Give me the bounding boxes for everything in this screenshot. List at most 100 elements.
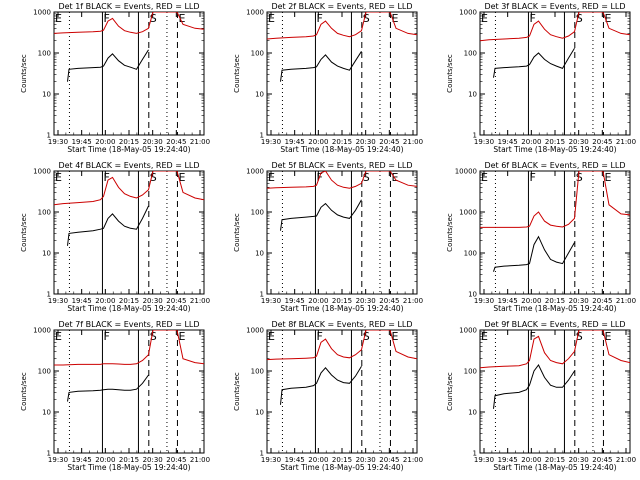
y-tick-label: 100 — [464, 250, 477, 258]
x-tick-label: 21:00 — [190, 456, 210, 464]
y-tick-label: 10 — [255, 409, 264, 417]
time-marker-label: E — [391, 12, 398, 25]
x-tick-label: 20:30 — [143, 297, 163, 305]
y-tick-label: 10 — [42, 91, 51, 99]
time-marker-label: E — [178, 330, 185, 343]
y-axis-label: Counts/sec — [20, 54, 28, 93]
time-marker-label: S — [150, 12, 157, 25]
time-marker-label: E — [55, 171, 62, 184]
y-tick-label: 100 — [251, 209, 264, 217]
y-axis-label: Counts/sec — [20, 372, 28, 411]
x-tick-label: 19:45 — [498, 456, 518, 464]
time-marker-label: E — [268, 171, 275, 184]
time-marker-label: F — [529, 330, 535, 343]
time-marker-label: S — [576, 12, 583, 25]
x-tick-label: 20:00 — [95, 456, 115, 464]
chart-title: Det 6f BLACK = Events, RED = LLD — [484, 161, 625, 170]
x-tick-label: 20:45 — [592, 456, 612, 464]
chart-title: Det 1f BLACK = Events, RED = LLD — [58, 2, 199, 11]
x-tick-label: 20:00 — [308, 297, 328, 305]
x-tick-label: 20:30 — [356, 456, 376, 464]
y-tick-label: 10 — [42, 250, 51, 258]
time-marker-label: S — [576, 171, 583, 184]
x-tick-label: 20:45 — [379, 297, 399, 305]
y-tick-label: 100 — [251, 368, 264, 376]
x-tick-label: 21:00 — [403, 138, 423, 146]
lld-series-line — [54, 12, 204, 34]
x-tick-label: 19:45 — [498, 138, 518, 146]
y-tick-label: 1000 — [459, 327, 477, 335]
chart-panel-8: Det 8f BLACK = Events, RED = LLD 1 10 100 10… — [233, 320, 423, 472]
y-tick-label: 100 — [464, 368, 477, 376]
y-tick-label: 10 — [468, 409, 477, 417]
chart-title: Det 4f BLACK = Events, RED = LLD — [58, 161, 199, 170]
x-tick-label: 20:15 — [545, 138, 565, 146]
chart-panel-7: Det 7f BLACK = Events, RED = LLD 1 10 100 10… — [20, 320, 210, 472]
y-tick-label: 1000 — [459, 9, 477, 17]
x-tick-label: 20:15 — [119, 456, 139, 464]
y-tick-label: 1 — [47, 132, 51, 140]
chart-title: Det 7f BLACK = Events, RED = LLD — [58, 320, 199, 329]
x-tick-label: 19:45 — [285, 138, 305, 146]
y-tick-label: 1 — [260, 132, 264, 140]
time-marker-label: S — [576, 330, 583, 343]
x-tick-label: 19:45 — [285, 456, 305, 464]
x-tick-label: 20:30 — [569, 456, 589, 464]
events-series-line — [67, 374, 149, 402]
events-series-line — [280, 366, 362, 405]
y-tick-label: 1000 — [33, 9, 51, 17]
y-tick-label: 1 — [260, 450, 264, 458]
x-tick-label: 20:30 — [356, 297, 376, 305]
chart-title: Det 8f BLACK = Events, RED = LLD — [271, 320, 412, 329]
x-tick-label: 20:00 — [521, 456, 541, 464]
time-marker-label: E — [391, 330, 398, 343]
chart-panel-4: Det 4f BLACK = Events, RED = LLD 1 10 100 10… — [20, 161, 210, 313]
time-marker-label: F — [103, 171, 109, 184]
x-tick-label: 19:30 — [474, 297, 494, 305]
x-tick-label: 20:45 — [592, 138, 612, 146]
events-series-line — [280, 51, 362, 82]
x-tick-label: 20:00 — [308, 138, 328, 146]
x-tick-label: 21:00 — [616, 138, 636, 146]
y-axis-label: Counts/sec — [446, 213, 454, 252]
y-tick-label: 1000 — [459, 209, 477, 217]
x-tick-label: 20:15 — [332, 456, 352, 464]
time-marker-label: E — [481, 171, 488, 184]
chart-title: Det 3f BLACK = Events, RED = LLD — [484, 2, 625, 11]
chart-panel-1: Det 1f BLACK = Events, RED = LLD 1 10 100 10… — [20, 2, 210, 154]
chart-panel-9: Det 9f BLACK = Events, RED = LLD 1 10 100 10… — [446, 320, 636, 472]
events-series-line — [493, 235, 575, 272]
time-marker-label: S — [363, 12, 370, 25]
y-tick-label: 10 — [42, 409, 51, 417]
time-marker-label: F — [316, 12, 322, 25]
chart-panel-5: Det 5f BLACK = Events, RED = LLD 1 10 100 10… — [233, 161, 423, 313]
x-tick-label: 21:00 — [190, 297, 210, 305]
x-tick-label: 20:15 — [332, 138, 352, 146]
x-tick-label: 19:30 — [48, 297, 68, 305]
y-tick-label: 1000 — [246, 9, 264, 17]
y-tick-label: 1 — [473, 450, 477, 458]
time-marker-label: E — [178, 12, 185, 25]
x-axis-label: Start Time (18-May-05 19:24:40) — [67, 304, 190, 313]
events-series-line — [67, 49, 149, 82]
x-tick-label: 20:00 — [308, 456, 328, 464]
x-tick-label: 20:45 — [166, 456, 186, 464]
time-marker-label: E — [481, 330, 488, 343]
y-tick-label: 1000 — [246, 327, 264, 335]
x-axis-label: Start Time (18-May-05 19:24:40) — [493, 304, 616, 313]
x-axis-label: Start Time (18-May-05 19:24:40) — [67, 145, 190, 154]
x-tick-label: 20:30 — [569, 138, 589, 146]
events-series-line — [493, 48, 575, 78]
x-tick-label: 21:00 — [616, 456, 636, 464]
y-tick-label: 10 — [468, 91, 477, 99]
time-marker-label: E — [481, 12, 488, 25]
y-tick-label: 10 — [468, 291, 477, 299]
chart-title: Det 2f BLACK = Events, RED = LLD — [271, 2, 412, 11]
time-marker-label: S — [150, 330, 157, 343]
events-series-line — [493, 364, 575, 409]
lld-series-line — [54, 330, 204, 366]
lld-series-line — [480, 12, 630, 42]
y-tick-label: 1000 — [246, 168, 264, 176]
x-tick-label: 19:30 — [261, 456, 281, 464]
